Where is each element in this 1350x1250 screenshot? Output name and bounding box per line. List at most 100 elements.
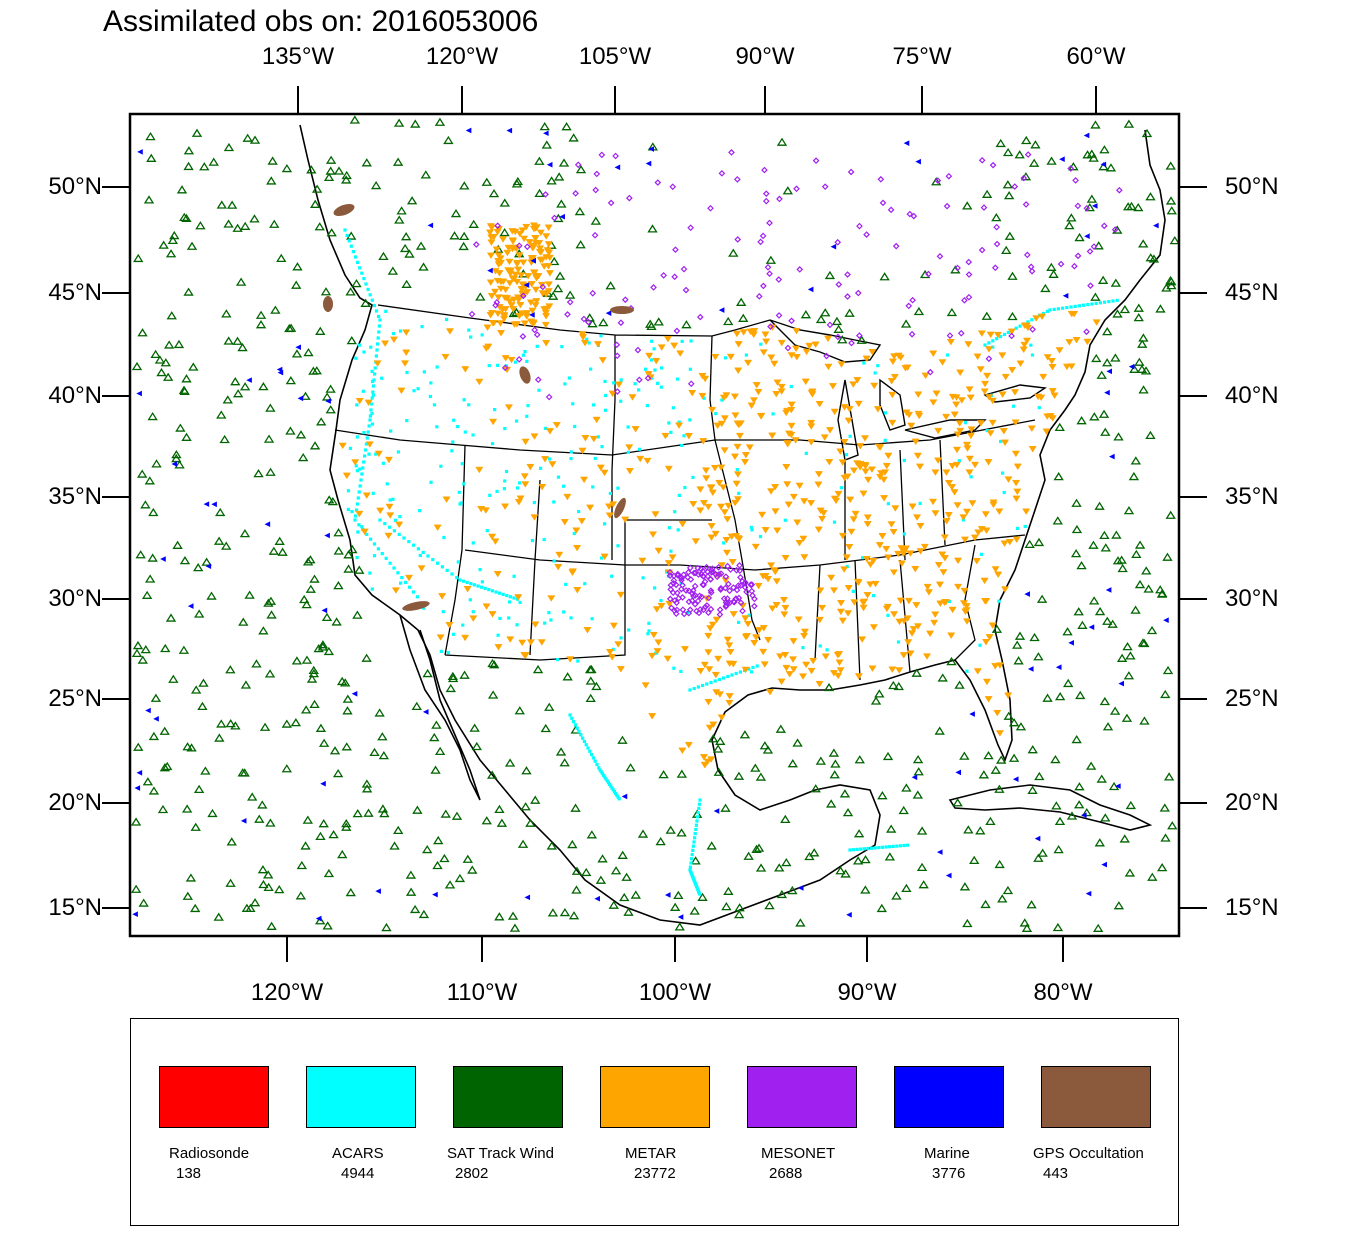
acars-marker	[370, 396, 374, 400]
sat-track-wind-marker	[499, 198, 510, 207]
metar-marker	[807, 423, 816, 430]
acars-marker	[691, 844, 695, 848]
metar-marker	[663, 655, 672, 663]
metar-marker	[529, 269, 538, 276]
metar-marker	[699, 754, 709, 761]
metar-marker	[836, 600, 846, 607]
mesonet-marker	[854, 289, 862, 297]
mesonet-marker	[695, 609, 703, 617]
sat-track-wind-marker	[432, 860, 443, 870]
mesonet-marker	[519, 333, 527, 340]
acars-marker	[490, 589, 494, 593]
acars-marker	[353, 518, 357, 522]
sat-track-wind-marker	[146, 153, 157, 162]
sat-track-wind-marker	[341, 822, 352, 831]
right-lat-label-30n: 30°N	[1225, 585, 1279, 612]
metar-marker	[835, 659, 844, 667]
sat-track-wind-marker	[173, 339, 185, 349]
acars-marker	[495, 489, 499, 494]
mesonet-marker	[762, 197, 770, 205]
metar-marker	[381, 340, 390, 347]
acars-marker	[564, 582, 568, 587]
sat-track-wind-marker	[269, 219, 280, 228]
sat-track-wind-marker	[1145, 192, 1156, 201]
mesonet-marker	[580, 315, 588, 323]
metar-marker	[699, 438, 708, 445]
metar-marker	[849, 516, 858, 523]
acars-marker	[608, 491, 612, 496]
acars-marker	[659, 385, 663, 389]
sat-track-wind-marker	[1123, 505, 1135, 515]
sat-track-wind-marker	[655, 836, 666, 846]
metar-marker	[896, 597, 905, 605]
marine-marker	[1024, 591, 1030, 597]
mesonet-marker	[635, 376, 643, 384]
sat-track-wind-marker	[159, 763, 171, 772]
sat-track-wind-marker	[532, 664, 544, 674]
mesonet-marker	[634, 346, 642, 354]
metar-marker	[767, 354, 776, 361]
acars-marker	[619, 378, 623, 382]
metar-marker	[890, 611, 899, 618]
metar-marker	[752, 382, 761, 389]
acars-marker	[404, 580, 408, 584]
acars-marker	[693, 836, 697, 840]
metar-marker	[400, 360, 410, 367]
marine-marker	[432, 891, 438, 898]
acars-marker	[547, 611, 551, 615]
sat-track-wind-marker	[257, 800, 268, 809]
right-lat-label-40n: 40°N	[1225, 382, 1279, 409]
metar-marker	[543, 247, 552, 254]
metar-marker	[807, 389, 816, 397]
sat-track-wind-marker	[782, 186, 794, 195]
sat-track-wind-marker	[190, 822, 201, 831]
acars-marker	[356, 530, 360, 534]
acars-marker	[872, 594, 876, 598]
metar-marker	[507, 356, 516, 364]
sat-track-wind-marker	[199, 162, 210, 171]
metar-marker	[707, 534, 716, 542]
metar-marker	[461, 634, 470, 642]
acars-marker	[886, 613, 890, 617]
sat-track-wind-marker	[496, 818, 508, 827]
sat-track-wind-marker	[133, 742, 144, 751]
metar-marker	[495, 270, 504, 277]
mesonet-marker	[863, 231, 870, 238]
marine-marker	[1085, 890, 1092, 897]
mesonet-marker	[733, 586, 741, 594]
mesonet-marker	[703, 602, 711, 609]
acars-marker	[653, 368, 657, 372]
acars-marker	[902, 843, 906, 848]
metar-marker	[526, 463, 535, 471]
sat-track-wind-marker	[844, 308, 855, 317]
acars-marker	[502, 487, 506, 491]
metar-marker	[821, 653, 830, 660]
mesonet-marker	[707, 587, 715, 595]
mesonet-marker	[533, 331, 541, 339]
metar-marker	[649, 631, 658, 639]
metar-marker	[946, 339, 955, 346]
metar-marker	[815, 401, 824, 408]
left-lat-label-15n: 15°N	[48, 894, 102, 921]
acars-marker	[1030, 353, 1035, 357]
acars-marker	[388, 561, 392, 565]
sat-track-wind-marker	[991, 624, 1003, 633]
metar-marker	[836, 608, 845, 616]
metar-marker	[535, 248, 544, 256]
mesonet-marker	[607, 199, 615, 207]
mesonet-marker	[909, 296, 916, 304]
mesonet-marker	[766, 270, 773, 278]
metar-marker	[849, 467, 858, 475]
sat-track-wind-marker	[1130, 456, 1142, 465]
sat-track-wind-marker	[179, 212, 190, 221]
metar-marker	[955, 420, 964, 427]
metar-marker	[907, 630, 917, 637]
mesonet-marker	[993, 240, 1001, 248]
sat-track-wind-marker	[574, 206, 586, 216]
metar-marker	[793, 519, 802, 526]
sat-track-wind-marker	[856, 335, 867, 344]
metar-marker	[511, 271, 520, 279]
legend-name-gps-occultation: GPS Occultation	[1033, 1145, 1144, 1162]
metar-marker	[973, 353, 982, 361]
metar-marker	[950, 489, 959, 496]
